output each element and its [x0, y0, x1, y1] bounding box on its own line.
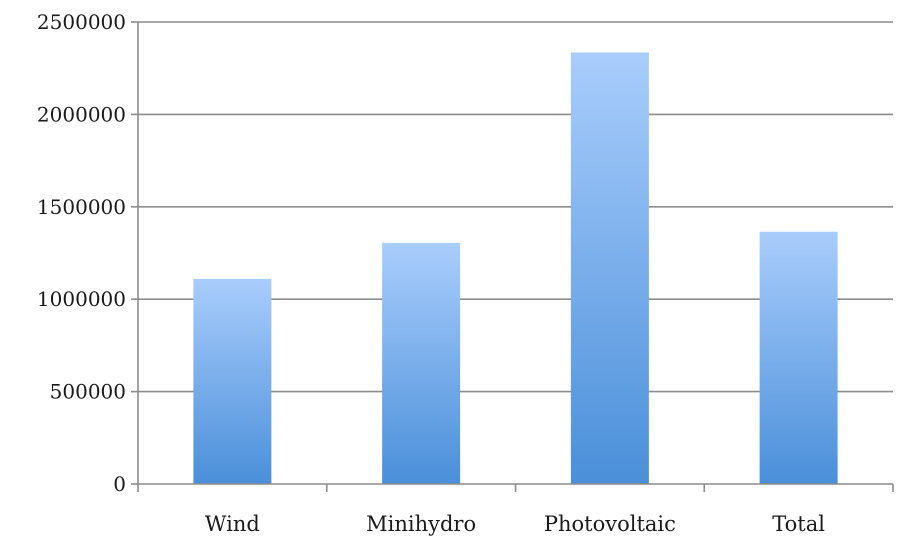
y-tick-label: 1500000 — [37, 195, 126, 219]
y-tick-label: 1000000 — [37, 287, 126, 311]
x-category-label: Minihydro — [366, 512, 476, 536]
bars — [193, 52, 838, 484]
x-category-label: Total — [772, 512, 825, 536]
y-tick-label: 2500000 — [37, 10, 126, 34]
y-tick-label: 2000000 — [37, 102, 126, 126]
axes — [131, 21, 894, 492]
y-axis-tick-labels: 0 500000 1000000 1500000 2000000 2500000 — [37, 10, 126, 496]
bar-wind — [193, 278, 272, 484]
bar-total — [759, 231, 838, 484]
x-category-label: Photovoltaic — [544, 512, 676, 536]
bar-minihydro — [382, 242, 461, 484]
y-tick-label: 0 — [113, 472, 126, 496]
y-tick-label: 500000 — [50, 380, 126, 404]
x-axis-category-labels: Wind Minihydro Photovoltaic Total — [205, 512, 825, 536]
x-category-label: Wind — [205, 512, 260, 536]
bar-photovoltaic — [570, 52, 649, 484]
